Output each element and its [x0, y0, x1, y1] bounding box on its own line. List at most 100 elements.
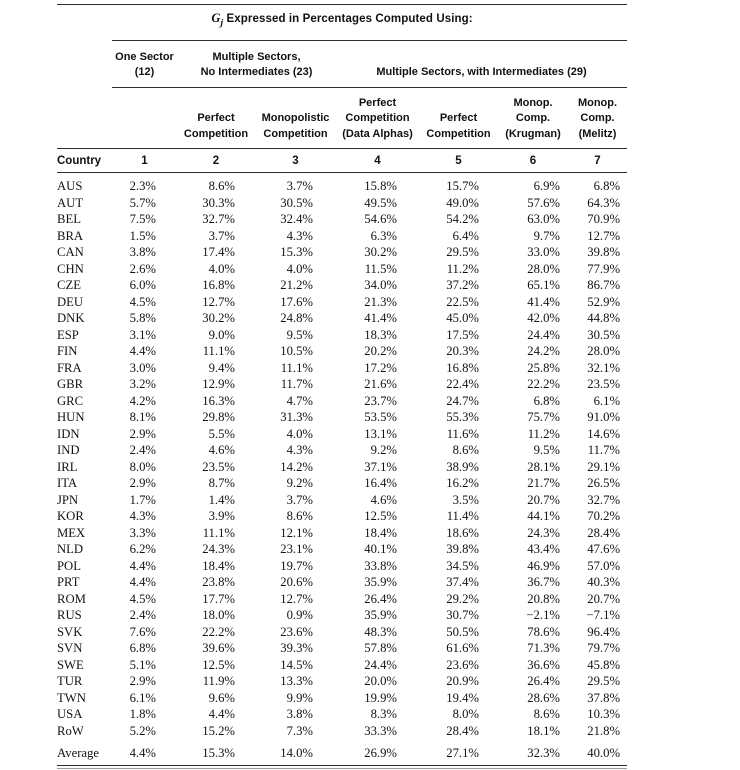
- value-cell: 10.3%: [587, 707, 621, 721]
- table-title-text: Expressed in Percentages Computed Using:: [223, 12, 473, 25]
- value-cell: 70.2%: [587, 509, 621, 523]
- value-cell: 11.7%: [280, 377, 313, 391]
- value-cell: 40.1%: [364, 542, 397, 556]
- value-cell: 39.8%: [446, 542, 479, 556]
- value-cell: 20.7%: [527, 492, 560, 507]
- value-cell: 4.3%: [286, 443, 313, 457]
- value-cell: 24.7%: [446, 393, 479, 408]
- country-code: BEL: [57, 212, 81, 226]
- value-cell: 41.4%: [527, 294, 560, 309]
- column-header-5: Perfect Competition: [419, 87, 498, 149]
- country-code: CAN: [57, 245, 84, 259]
- value-cell: 14.6%: [587, 426, 621, 441]
- value-cell: 23.8%: [202, 575, 235, 589]
- value-cell: 8.0%: [452, 707, 479, 721]
- country-code: IND: [57, 443, 80, 457]
- value-cell: 45.8%: [587, 657, 621, 672]
- table-row: GRC 4.2% 16.3% 4.7% 23.7% 24.7% 6.8% 6.1%: [57, 393, 627, 410]
- country-code: FRA: [57, 360, 82, 375]
- table-row: IDN 2.9% 5.5% 4.0% 13.1% 11.6% 11.2% 14.6%: [57, 426, 627, 443]
- value-cell: 2.4%: [129, 608, 156, 622]
- group-header-line: No Intermediates (23): [200, 65, 313, 78]
- column-header-4: Perfect Competition (Data Alphas): [336, 87, 419, 149]
- column-header-line: Competition: [345, 112, 410, 124]
- value-cell: −7.1%: [586, 608, 621, 622]
- value-cell: 20.0%: [364, 674, 397, 688]
- value-cell: 14.5%: [280, 657, 313, 672]
- value-cell: 30.3%: [202, 195, 235, 210]
- value-cell: 3.2%: [129, 377, 156, 391]
- group-header-spacer: [57, 41, 112, 88]
- value-cell: 16.8%: [202, 278, 235, 292]
- value-cell: 4.3%: [286, 228, 313, 243]
- table-row: NLD 6.2% 24.3% 23.1% 40.1% 39.8% 43.4% 47.6%: [57, 541, 627, 558]
- table-row: POL 4.4% 18.4% 19.7% 33.8% 34.5% 46.9% 57.0%: [57, 558, 627, 575]
- column-number-2: 2: [177, 148, 255, 173]
- value-cell: 4.6%: [208, 443, 235, 457]
- value-cell: 2.9%: [129, 674, 156, 688]
- country-code: RUS: [57, 608, 82, 622]
- value-cell: 40.3%: [587, 575, 621, 589]
- value-cell: 25.8%: [527, 360, 560, 375]
- table-row: MEX 3.3% 11.1% 12.1% 18.4% 18.6% 24.3% 28.4%: [57, 525, 627, 542]
- table-row: USA 1.8% 4.4% 3.8% 8.3% 8.0% 8.6% 10.3%: [57, 706, 627, 723]
- table-row: RUS 2.4% 18.0% 0.9% 35.9% 30.7% −2.1% −7.1%: [57, 607, 627, 624]
- value-cell: 39.6%: [202, 641, 235, 655]
- country-code: NLD: [57, 542, 84, 556]
- country-code: SVK: [57, 624, 83, 639]
- value-cell: 52.9%: [587, 294, 621, 309]
- value-cell: 2.9%: [129, 426, 156, 441]
- index-header-row: Country 1 2 3 4 5 6 7: [57, 148, 628, 173]
- table-row: SVN 6.8% 39.6% 39.3% 57.8% 61.6% 71.3% 79.7%: [57, 640, 627, 657]
- value-cell: 6.0%: [129, 278, 156, 292]
- country-code: TUR: [57, 674, 83, 688]
- value-cell: 12.9%: [202, 377, 235, 391]
- value-cell: 4.0%: [286, 261, 313, 276]
- value-cell: 4.5%: [129, 294, 156, 309]
- country-code: TWN: [57, 690, 86, 705]
- column-number-1: 1: [112, 148, 177, 173]
- table-row: SVK 7.6% 22.2% 23.6% 48.3% 50.5% 78.6% 96.4%: [57, 624, 627, 641]
- value-cell: 8.7%: [208, 476, 235, 490]
- value-cell: 4.5%: [129, 591, 156, 606]
- column-header-line: (Krugman): [505, 127, 561, 140]
- value-cell: 6.1%: [129, 690, 156, 705]
- value-cell: 11.2%: [446, 261, 479, 276]
- value-cell: 45.0%: [446, 311, 479, 325]
- country-code: CZE: [57, 278, 81, 292]
- country-code: RoW: [57, 723, 84, 738]
- value-cell: 71.3%: [527, 641, 560, 655]
- value-cell: 9.4%: [208, 360, 235, 375]
- country-code: ROM: [57, 591, 86, 606]
- value-cell: 28.1%: [527, 459, 560, 474]
- value-cell: 2.3%: [129, 179, 156, 193]
- value-cell: 21.6%: [364, 377, 397, 391]
- average-value-cell: 14.0%: [280, 746, 313, 760]
- table-title: Gj Expressed in Percentages Computed Usi…: [57, 4, 628, 41]
- value-cell: 50.5%: [446, 624, 479, 639]
- column-header-2: Perfect Competition: [177, 87, 255, 149]
- value-cell: 78.6%: [527, 624, 560, 639]
- value-cell: 35.9%: [364, 608, 397, 622]
- value-cell: 7.3%: [286, 723, 313, 738]
- column-number-6: 6: [498, 148, 568, 173]
- table-row: FIN 4.4% 11.1% 10.5% 20.2% 20.3% 24.2% 28.0%: [57, 343, 627, 360]
- value-cell: 42.0%: [527, 311, 560, 325]
- column-header-line: Monopolistic: [261, 112, 330, 124]
- value-cell: 7.5%: [129, 212, 156, 226]
- value-cell: 11.6%: [446, 426, 479, 441]
- value-cell: 9.0%: [208, 327, 235, 342]
- value-cell: 15.7%: [446, 179, 479, 193]
- column-header-line: Perfect: [439, 112, 478, 124]
- value-cell: 11.5%: [364, 261, 397, 276]
- value-cell: 18.6%: [446, 525, 479, 540]
- value-cell: 4.4%: [129, 575, 156, 589]
- value-cell: 20.3%: [446, 344, 479, 358]
- table-row: ROM 4.5% 17.7% 12.7% 26.4% 29.2% 20.8% 20.7%: [57, 591, 627, 608]
- value-cell: 6.3%: [370, 228, 397, 243]
- column-header-line: Competition: [183, 127, 249, 140]
- average-value-cell: 40.0%: [587, 746, 621, 760]
- value-cell: 28.0%: [587, 344, 621, 358]
- value-cell: 37.1%: [364, 459, 397, 474]
- value-cell: −2.1%: [526, 608, 560, 622]
